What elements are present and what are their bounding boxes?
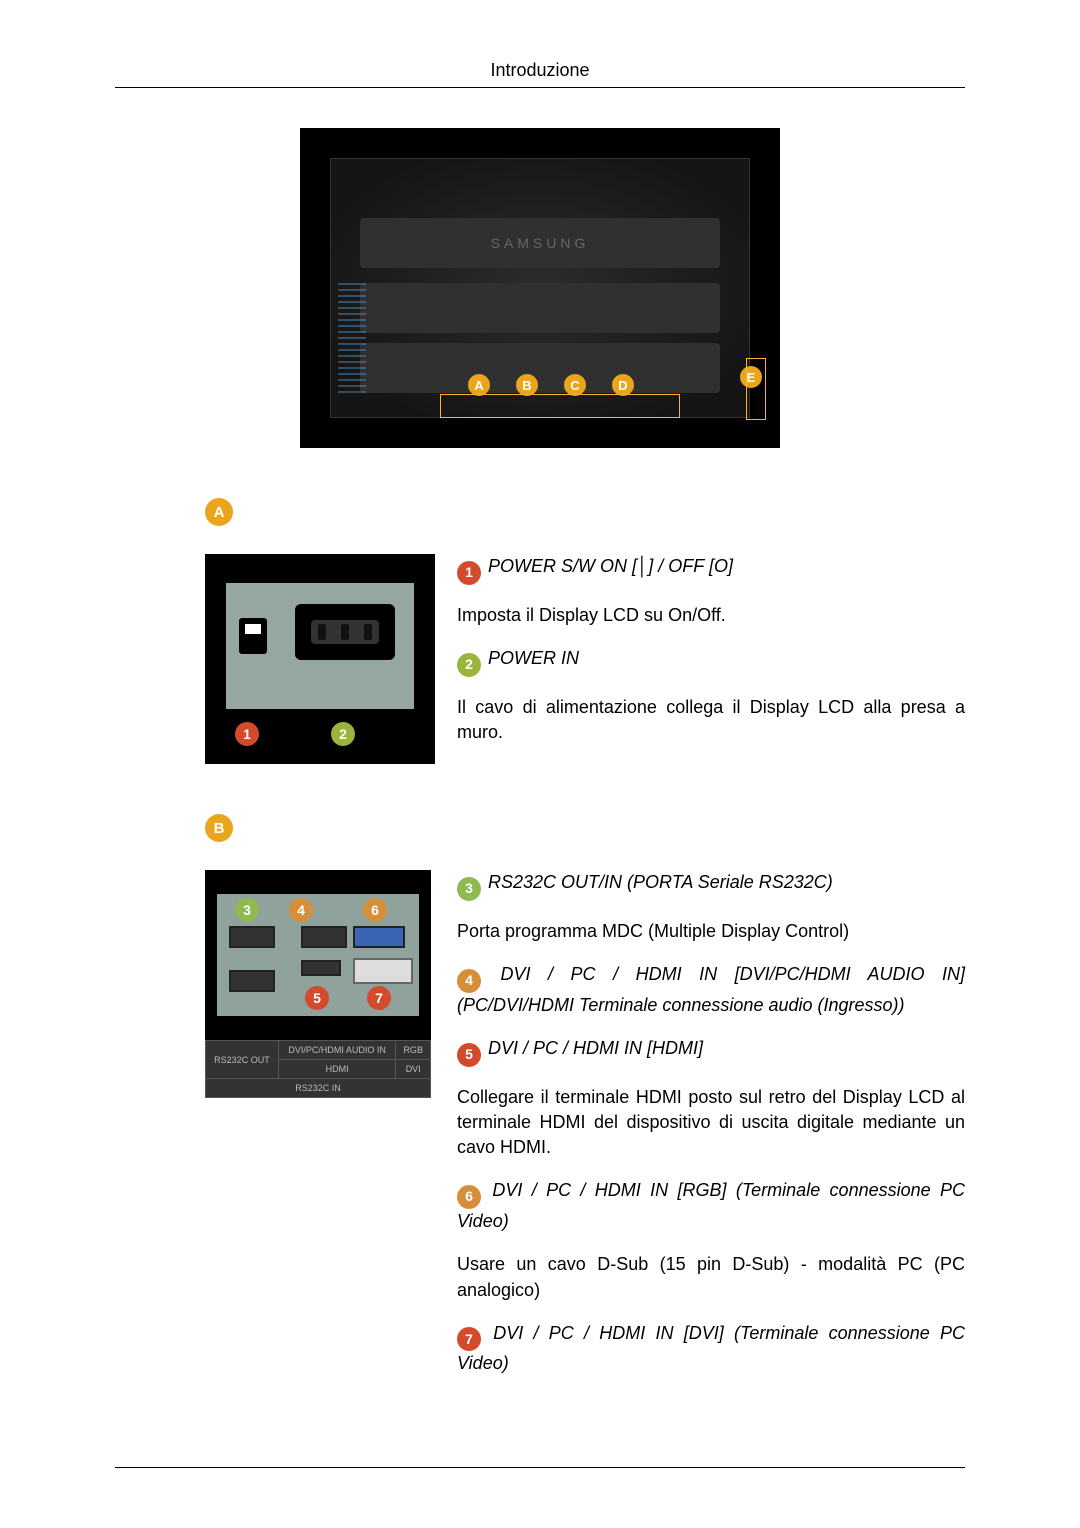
- section-a-body: 1 2 1 POWER S/W ON [│] / OFF [O] Imposta…: [205, 526, 965, 764]
- port-badge-5: 5: [305, 986, 329, 1010]
- product-rear-image: SAMSUNG A B C D E: [300, 128, 780, 448]
- power-socket-icon: [295, 604, 395, 660]
- dvi-port-icon: [353, 958, 413, 984]
- zone-c-icon: C: [564, 374, 586, 396]
- section-b-body: 3 4 6 5 7 RS232C OUT DVI/PC/HDMI AUDIO I…: [205, 842, 965, 1395]
- section-b: B: [205, 814, 965, 842]
- rgb-port-icon: [353, 926, 405, 948]
- item-6-badge: 6: [457, 1185, 481, 1209]
- zone-a-icon: A: [468, 374, 490, 396]
- item-5-body: Collegare il terminale HDMI posto sul re…: [457, 1085, 965, 1161]
- badge-2-icon: 2: [331, 722, 355, 746]
- item-1-badge: 1: [457, 561, 481, 585]
- ports-panel-image: 3 4 6 5 7 RS232C OUT DVI/PC/HDMI AUDIO I…: [205, 870, 431, 1098]
- top-rule: [115, 87, 965, 88]
- item-5-title: DVI / PC / HDMI IN [HDMI]: [488, 1038, 703, 1058]
- item-4-badge: 4: [457, 969, 481, 993]
- section-a-marker: A: [205, 498, 233, 526]
- bottom-rule: [115, 1467, 965, 1468]
- zone-letters: A B C D: [468, 374, 634, 396]
- brand-label: SAMSUNG: [360, 218, 720, 268]
- page-title: Introduzione: [115, 60, 965, 81]
- item-3-body: Porta programma MDC (Multiple Display Co…: [457, 919, 965, 944]
- item-7-title: DVI / PC / HDMI IN [DVI] (Terminale conn…: [457, 1323, 965, 1374]
- rs232-in-port-icon: [229, 970, 275, 992]
- item-3-badge: 3: [457, 877, 481, 901]
- port-badge-7: 7: [367, 986, 391, 1010]
- item-3-title: RS232C OUT/IN (PORTA Seriale RS232C): [488, 872, 833, 892]
- item-1-body: Imposta il Display LCD su On/Off.: [457, 603, 965, 628]
- port-badge-4: 4: [289, 898, 313, 922]
- port-badge-6: 6: [363, 898, 387, 922]
- item-5-badge: 5: [457, 1043, 481, 1067]
- item-7-badge: 7: [457, 1327, 481, 1351]
- hdmi-port-icon: [301, 960, 341, 976]
- power-switch-icon: [239, 618, 267, 654]
- item-4-title: DVI / PC / HDMI IN [DVI/PC/HDMI AUDIO IN…: [457, 964, 965, 1015]
- item-1-title: POWER S/W ON [│] / OFF [O]: [488, 556, 733, 576]
- zone-d-icon: D: [612, 374, 634, 396]
- power-panel-image: 1 2: [205, 554, 435, 764]
- rs232-out-port-icon: [229, 926, 275, 948]
- item-6-body: Usare un cavo D-Sub (15 pin D-Sub) - mod…: [457, 1252, 965, 1302]
- item-2-title: POWER IN: [488, 648, 579, 668]
- item-2-body: Il cavo di alimentazione collega il Disp…: [457, 695, 965, 745]
- section-b-marker: B: [205, 814, 233, 842]
- port-badge-3: 3: [235, 898, 259, 922]
- audio-port-icon: [301, 926, 347, 948]
- ports-table: RS232C OUT DVI/PC/HDMI AUDIO IN RGB HDMI…: [205, 1040, 431, 1098]
- section-a: A: [205, 498, 965, 526]
- badge-1-icon: 1: [235, 722, 259, 746]
- item-6-title: DVI / PC / HDMI IN [RGB] (Terminale conn…: [457, 1180, 965, 1231]
- item-2-badge: 2: [457, 653, 481, 677]
- zone-b-icon: B: [516, 374, 538, 396]
